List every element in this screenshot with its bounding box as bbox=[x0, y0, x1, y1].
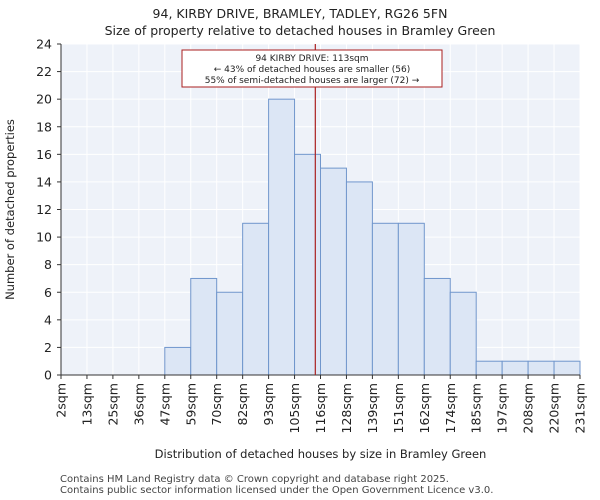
chart-title: 94, KIRBY DRIVE, BRAMLEY, TADLEY, RG26 5… bbox=[152, 6, 448, 21]
x-tick-label: 116sqm bbox=[313, 383, 328, 433]
x-tick-label: 128sqm bbox=[339, 383, 354, 433]
x-tick-label: 93sqm bbox=[261, 383, 276, 426]
y-tick-label: 4 bbox=[44, 312, 52, 327]
bar bbox=[553, 360, 581, 376]
bar bbox=[216, 291, 244, 376]
y-tick-label: 16 bbox=[36, 147, 52, 162]
x-tick-label: 2sqm bbox=[54, 383, 69, 418]
y-axis-label: Number of detached properties bbox=[3, 119, 17, 300]
y-tick-label: 10 bbox=[36, 230, 52, 245]
y-tick-label: 12 bbox=[36, 202, 52, 217]
bar bbox=[449, 291, 477, 376]
chart-subtitle: Size of property relative to detached ho… bbox=[104, 23, 496, 38]
y-tick-label: 20 bbox=[36, 92, 52, 107]
x-tick-label: 185sqm bbox=[469, 383, 484, 433]
x-tick-label: 231sqm bbox=[573, 383, 588, 433]
y-tick-label: 6 bbox=[44, 285, 52, 300]
annotation-line-3: 55% of semi-detached houses are larger (… bbox=[205, 76, 420, 86]
x-tick-label: 47sqm bbox=[157, 383, 172, 426]
x-tick-label: 197sqm bbox=[495, 383, 510, 433]
y-tick-label: 0 bbox=[44, 368, 52, 383]
bar bbox=[397, 222, 425, 376]
x-tick-label: 208sqm bbox=[521, 383, 536, 433]
annotation-box bbox=[181, 49, 443, 88]
x-tick-label: 70sqm bbox=[209, 383, 224, 426]
x-tick-label: 36sqm bbox=[131, 383, 146, 426]
y-tick-label: 18 bbox=[36, 119, 52, 134]
bar bbox=[371, 222, 399, 376]
bar bbox=[242, 222, 270, 376]
bars-layer bbox=[60, 43, 581, 376]
bar bbox=[268, 98, 296, 376]
bar bbox=[164, 346, 192, 376]
x-tick-label: 139sqm bbox=[365, 383, 380, 433]
bar bbox=[423, 277, 451, 376]
bar bbox=[501, 360, 529, 376]
bar bbox=[475, 360, 503, 376]
annotation-layer: 94 KIRBY DRIVE: 113sqm ← 43% of detached… bbox=[181, 44, 443, 375]
bar bbox=[527, 360, 555, 376]
y-tick-label: 2 bbox=[44, 340, 52, 355]
y-tick-label: 24 bbox=[36, 37, 52, 52]
x-tick-label: 105sqm bbox=[287, 383, 302, 433]
x-axis-label: Distribution of detached houses by size … bbox=[155, 447, 487, 461]
bar bbox=[345, 181, 373, 376]
y-tick-label: 14 bbox=[36, 174, 52, 189]
annotation-line-2: ← 43% of detached houses are smaller (56… bbox=[214, 65, 411, 75]
x-tick-label: 151sqm bbox=[391, 383, 406, 433]
x-tick-label: 220sqm bbox=[547, 383, 562, 433]
x-tick-label: 82sqm bbox=[235, 383, 250, 426]
bar bbox=[320, 167, 347, 376]
x-tick-label: 13sqm bbox=[79, 383, 94, 426]
x-tick-label: 25sqm bbox=[105, 383, 120, 426]
bar bbox=[190, 277, 218, 376]
footer-copyright: Contains HM Land Registry data © Crown c… bbox=[60, 474, 449, 485]
annotation-line-1: 94 KIRBY DRIVE: 113sqm bbox=[255, 54, 368, 64]
footer-licence: Contains public sector information licen… bbox=[60, 485, 494, 496]
x-tick-label: 162sqm bbox=[417, 383, 432, 433]
y-tick-label: 22 bbox=[36, 64, 52, 79]
x-tick-label: 174sqm bbox=[443, 383, 458, 433]
y-tick-label: 8 bbox=[44, 257, 52, 272]
x-tick-label: 59sqm bbox=[183, 383, 198, 426]
bar bbox=[294, 153, 321, 376]
